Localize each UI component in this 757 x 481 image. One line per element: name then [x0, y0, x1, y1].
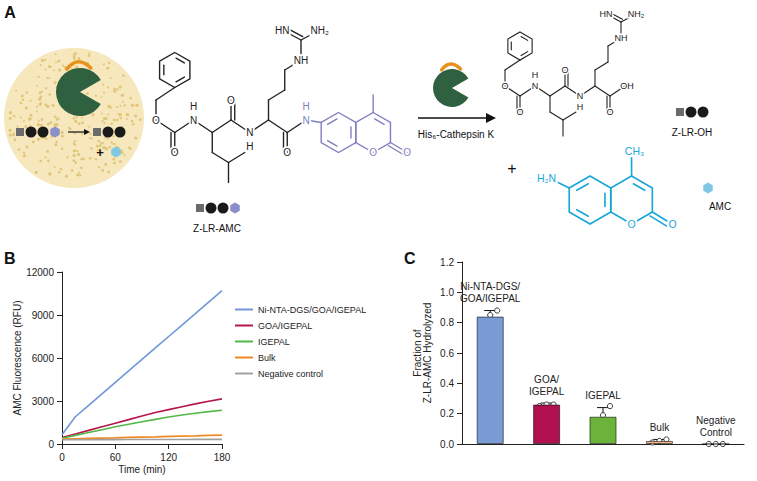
- svg-text:O: O: [403, 147, 411, 158]
- svg-text:0: 0: [59, 452, 65, 463]
- svg-text:GOA/IGEPAL: GOA/IGEPAL: [460, 293, 521, 304]
- svg-text:60: 60: [110, 452, 122, 463]
- svg-text:IGEPAL: IGEPAL: [258, 337, 290, 347]
- svg-text:NH: NH: [294, 55, 308, 66]
- svg-text:Control: Control: [700, 427, 732, 438]
- svg-text:A: A: [4, 4, 16, 21]
- svg-text:Z-LR-OH: Z-LR-OH: [672, 127, 713, 138]
- svg-text:H: H: [190, 101, 197, 112]
- svg-text:IGEPAL: IGEPAL: [585, 390, 621, 401]
- svg-text:9000: 9000: [32, 310, 55, 321]
- svg-text:0.0: 0.0: [440, 439, 454, 450]
- svg-text:O: O: [606, 107, 613, 117]
- svg-text:O: O: [627, 218, 635, 230]
- svg-text:OH: OH: [620, 81, 634, 91]
- svg-text:Z-LR-AMC: Z-LR-AMC: [193, 223, 241, 234]
- svg-text:GOA/: GOA/: [534, 374, 559, 385]
- svg-text:H: H: [532, 70, 539, 80]
- svg-text:Fraction of: Fraction of: [411, 329, 423, 377]
- svg-text:HN: HN: [600, 9, 613, 19]
- svg-text:6000: 6000: [32, 353, 55, 364]
- svg-text:0.4: 0.4: [440, 378, 454, 389]
- svg-text:0.2: 0.2: [440, 408, 454, 419]
- svg-text:12000: 12000: [26, 267, 54, 278]
- svg-text:B: B: [4, 250, 16, 267]
- svg-text:O: O: [152, 115, 160, 126]
- svg-text:Negative control: Negative control: [258, 369, 323, 379]
- svg-text:His₆-Cathepsin K: His₆-Cathepsin K: [418, 129, 495, 140]
- svg-text:O: O: [668, 218, 676, 230]
- svg-text:1.0: 1.0: [440, 287, 454, 298]
- svg-text:N: N: [577, 91, 584, 101]
- svg-text:+: +: [96, 145, 104, 160]
- svg-text:O: O: [561, 65, 568, 75]
- svg-text:NH: NH: [615, 33, 628, 43]
- svg-text:AMC Fluorescence (RFU): AMC Fluorescence (RFU): [12, 300, 23, 415]
- svg-text:1.2: 1.2: [440, 257, 454, 268]
- svg-text:Z-LR-AMC Hydrolyzed: Z-LR-AMC Hydrolyzed: [422, 303, 433, 404]
- svg-text:O: O: [369, 147, 377, 158]
- svg-text:Time (min): Time (min): [118, 464, 165, 475]
- svg-text:Ni-NTA-DGS/: Ni-NTA-DGS/: [460, 281, 520, 292]
- svg-text:IGEPAL: IGEPAL: [529, 386, 565, 397]
- svg-text:NH₂: NH₂: [628, 9, 645, 19]
- svg-text:N: N: [190, 115, 197, 126]
- svg-text:NH₂: NH₂: [311, 25, 329, 36]
- svg-text:O: O: [501, 81, 508, 91]
- svg-text:AMC: AMC: [709, 201, 731, 212]
- svg-text:CH₃: CH₃: [625, 145, 644, 157]
- svg-text:N: N: [302, 115, 309, 126]
- svg-text:O: O: [516, 107, 523, 117]
- svg-text:Bulk: Bulk: [650, 422, 670, 433]
- svg-text:H: H: [577, 102, 584, 112]
- svg-text:Negative: Negative: [696, 415, 736, 426]
- svg-text:O: O: [171, 147, 179, 158]
- svg-text:Bulk: Bulk: [258, 353, 276, 363]
- svg-text:O: O: [227, 95, 235, 106]
- svg-text:C: C: [404, 250, 416, 267]
- svg-text:0: 0: [48, 439, 54, 450]
- svg-text:H: H: [302, 101, 309, 112]
- svg-text:+: +: [507, 160, 516, 177]
- svg-text:GOA/IGEPAL: GOA/IGEPAL: [258, 321, 312, 331]
- svg-text:N: N: [246, 127, 253, 138]
- svg-text:0.6: 0.6: [440, 348, 454, 359]
- svg-text:O: O: [283, 147, 291, 158]
- svg-text:3000: 3000: [32, 396, 55, 407]
- svg-text:0.8: 0.8: [440, 317, 454, 328]
- svg-text:HN: HN: [275, 25, 289, 36]
- svg-text:N: N: [532, 81, 539, 91]
- svg-text:120: 120: [160, 452, 177, 463]
- svg-text:Ni-NTA-DGS/GOA/IGEPAL: Ni-NTA-DGS/GOA/IGEPAL: [258, 305, 366, 315]
- svg-text:H: H: [246, 141, 253, 152]
- svg-text:H₂N: H₂N: [537, 172, 556, 184]
- svg-text:180: 180: [214, 452, 231, 463]
